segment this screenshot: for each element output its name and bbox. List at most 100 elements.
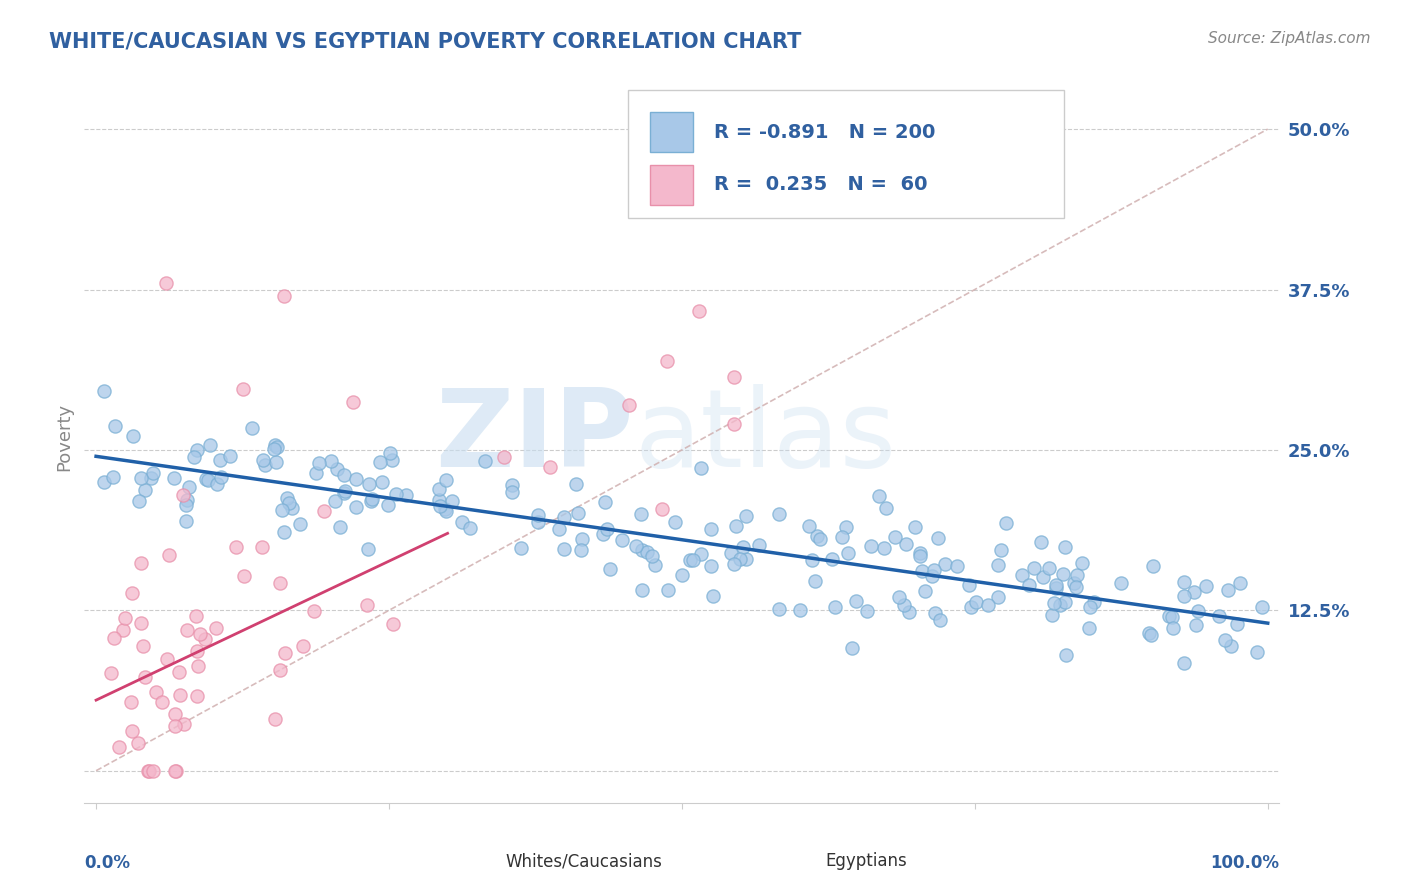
- FancyBboxPatch shape: [472, 848, 499, 874]
- Point: [873, 541, 896, 555]
- Text: WHITE/CAUCASIAN VS EGYPTIAN POVERTY CORRELATION CHART: WHITE/CAUCASIAN VS EGYPTIAN POVERTY CORR…: [49, 31, 801, 51]
- Point: [163, 471, 186, 485]
- Point: [250, 540, 273, 554]
- Point: [914, 583, 936, 598]
- Point: [657, 354, 679, 368]
- Point: [155, 276, 177, 290]
- Point: [173, 717, 195, 731]
- Point: [93, 475, 115, 489]
- Point: [630, 582, 652, 597]
- Point: [155, 652, 177, 666]
- Point: [1213, 633, 1236, 648]
- Point: [1083, 595, 1105, 609]
- Point: [1109, 575, 1132, 590]
- Point: [394, 488, 416, 502]
- Point: [1182, 585, 1205, 599]
- Point: [599, 562, 621, 576]
- Point: [138, 764, 160, 778]
- Point: [127, 735, 149, 749]
- Point: [700, 522, 723, 536]
- Point: [553, 509, 575, 524]
- Point: [1045, 581, 1067, 595]
- Point: [1045, 578, 1067, 592]
- Point: [433, 502, 456, 516]
- Point: [120, 695, 142, 709]
- Point: [806, 529, 828, 543]
- Point: [688, 304, 710, 318]
- Point: [808, 532, 831, 546]
- Point: [702, 590, 724, 604]
- Point: [911, 564, 934, 578]
- Text: atlas: atlas: [634, 384, 896, 490]
- Point: [174, 499, 197, 513]
- Point: [129, 615, 152, 630]
- Point: [1070, 556, 1092, 570]
- Point: [1173, 575, 1195, 590]
- Point: [893, 598, 915, 612]
- Point: [922, 563, 945, 577]
- Point: [855, 604, 877, 618]
- Point: [748, 538, 770, 552]
- Point: [129, 557, 152, 571]
- Point: [302, 604, 325, 618]
- Point: [841, 641, 863, 656]
- Point: [356, 598, 378, 612]
- Point: [723, 557, 745, 571]
- Point: [690, 461, 713, 475]
- Point: [1024, 561, 1046, 575]
- Point: [965, 595, 987, 609]
- Point: [429, 483, 451, 497]
- Point: [321, 454, 343, 468]
- Point: [169, 688, 191, 702]
- Point: [908, 546, 931, 560]
- Point: [1187, 604, 1209, 618]
- Point: [186, 609, 208, 624]
- Point: [165, 764, 187, 778]
- Point: [636, 544, 658, 558]
- Point: [266, 441, 288, 455]
- Point: [308, 456, 330, 470]
- Point: [165, 764, 187, 778]
- Point: [269, 663, 291, 677]
- Point: [837, 546, 859, 560]
- Point: [904, 520, 927, 534]
- Point: [451, 515, 474, 529]
- Point: [720, 546, 742, 560]
- Point: [924, 606, 946, 620]
- Point: [186, 689, 208, 703]
- Point: [225, 540, 247, 554]
- Point: [1053, 594, 1076, 608]
- Point: [360, 491, 382, 506]
- Point: [799, 519, 821, 533]
- Point: [567, 507, 589, 521]
- Point: [987, 558, 1010, 573]
- Point: [651, 502, 673, 516]
- Point: [128, 494, 150, 508]
- Point: [1195, 578, 1218, 592]
- Point: [1018, 578, 1040, 592]
- Point: [344, 500, 367, 514]
- Point: [186, 643, 208, 657]
- Point: [263, 442, 285, 456]
- Point: [723, 417, 745, 432]
- Point: [370, 475, 392, 490]
- Point: [897, 605, 920, 619]
- Point: [344, 472, 367, 486]
- Point: [990, 542, 1012, 557]
- Point: [908, 549, 931, 564]
- Point: [232, 383, 254, 397]
- Point: [368, 455, 391, 469]
- Point: [357, 477, 380, 491]
- Point: [1049, 599, 1071, 613]
- Point: [883, 530, 905, 544]
- Text: R =  0.235   N =  60: R = 0.235 N = 60: [714, 175, 928, 194]
- Point: [277, 496, 299, 510]
- Point: [333, 468, 356, 483]
- Point: [252, 453, 274, 467]
- Point: [725, 519, 748, 533]
- Point: [165, 706, 187, 721]
- Point: [1053, 540, 1076, 554]
- Point: [288, 517, 311, 532]
- Point: [821, 552, 844, 566]
- Point: [325, 462, 347, 476]
